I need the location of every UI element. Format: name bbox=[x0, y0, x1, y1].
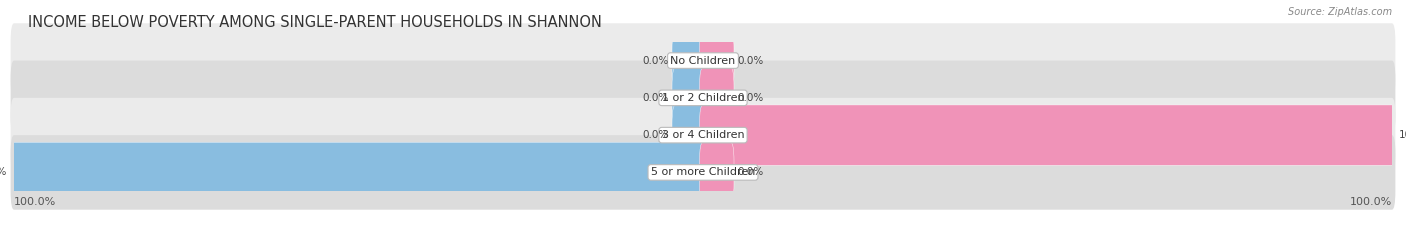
Text: 100.0%: 100.0% bbox=[14, 197, 56, 207]
Text: Source: ZipAtlas.com: Source: ZipAtlas.com bbox=[1288, 7, 1392, 17]
FancyBboxPatch shape bbox=[11, 142, 706, 203]
Text: 1 or 2 Children: 1 or 2 Children bbox=[662, 93, 744, 103]
Text: 0.0%: 0.0% bbox=[643, 130, 669, 140]
FancyBboxPatch shape bbox=[672, 105, 706, 165]
Text: 0.0%: 0.0% bbox=[643, 93, 669, 103]
Text: 100.0%: 100.0% bbox=[0, 168, 7, 177]
Text: 5 or more Children: 5 or more Children bbox=[651, 168, 755, 177]
Text: 0.0%: 0.0% bbox=[738, 93, 763, 103]
Text: 3 or 4 Children: 3 or 4 Children bbox=[662, 130, 744, 140]
FancyBboxPatch shape bbox=[700, 68, 734, 128]
FancyBboxPatch shape bbox=[700, 142, 734, 203]
Text: INCOME BELOW POVERTY AMONG SINGLE-PARENT HOUSEHOLDS IN SHANNON: INCOME BELOW POVERTY AMONG SINGLE-PARENT… bbox=[28, 15, 602, 30]
FancyBboxPatch shape bbox=[11, 135, 1395, 210]
FancyBboxPatch shape bbox=[700, 30, 734, 91]
FancyBboxPatch shape bbox=[672, 68, 706, 128]
Text: 100.0%: 100.0% bbox=[1399, 130, 1406, 140]
Text: 0.0%: 0.0% bbox=[738, 168, 763, 177]
FancyBboxPatch shape bbox=[700, 105, 1395, 165]
FancyBboxPatch shape bbox=[11, 98, 1395, 172]
FancyBboxPatch shape bbox=[672, 30, 706, 91]
FancyBboxPatch shape bbox=[11, 23, 1395, 98]
Text: 0.0%: 0.0% bbox=[643, 56, 669, 65]
Text: 0.0%: 0.0% bbox=[738, 56, 763, 65]
Text: 100.0%: 100.0% bbox=[1350, 197, 1392, 207]
Text: No Children: No Children bbox=[671, 56, 735, 65]
FancyBboxPatch shape bbox=[11, 61, 1395, 135]
